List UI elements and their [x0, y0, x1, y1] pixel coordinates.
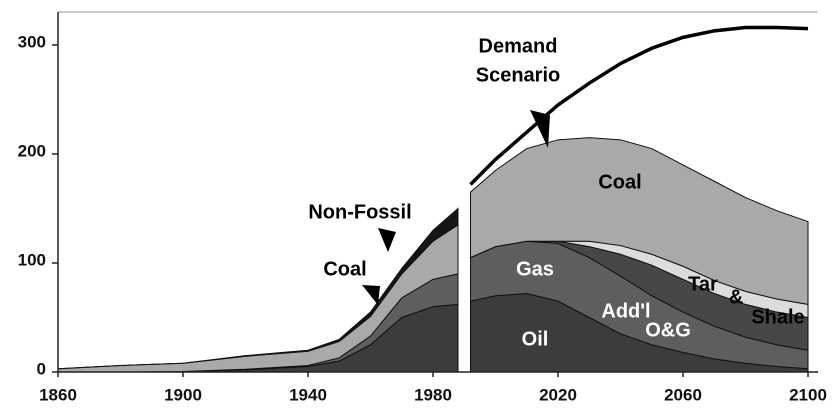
area: [470, 137, 809, 306]
x-tick-label: 1900: [164, 385, 202, 404]
y-tick-label: 300: [18, 32, 46, 51]
area: [57, 207, 459, 370]
annotation: Tar: [688, 273, 718, 295]
arrow: [530, 110, 550, 148]
annotation: Add'l: [601, 300, 650, 322]
arrow: [378, 228, 396, 252]
x-tick-label: 2020: [539, 385, 577, 404]
x-tick-label: 2060: [664, 385, 702, 404]
y-tick-label: 100: [18, 250, 46, 269]
annotation: Demand: [479, 35, 558, 57]
arrow: [362, 285, 380, 305]
annotation: O&G: [645, 319, 691, 341]
annotation: Shale: [751, 306, 804, 328]
annotation: &: [729, 286, 743, 308]
x-tick-label: 2100: [789, 385, 827, 404]
x-tick-label: 1940: [289, 385, 327, 404]
annotation: Scenario: [476, 64, 560, 86]
annotation: Coal: [598, 171, 641, 193]
plot-area: [57, 137, 809, 373]
y-tick-label: 0: [37, 359, 46, 378]
annotation: Gas: [516, 258, 554, 280]
annotation: Oil: [522, 328, 549, 350]
demand-line: [469, 25, 809, 186]
annotation: Non-Fossil: [308, 201, 411, 223]
y-tick-label: 200: [18, 141, 46, 160]
annotation: Coal: [323, 258, 366, 280]
x-tick-label: 1860: [39, 385, 77, 404]
x-tick-label: 1980: [414, 385, 452, 404]
